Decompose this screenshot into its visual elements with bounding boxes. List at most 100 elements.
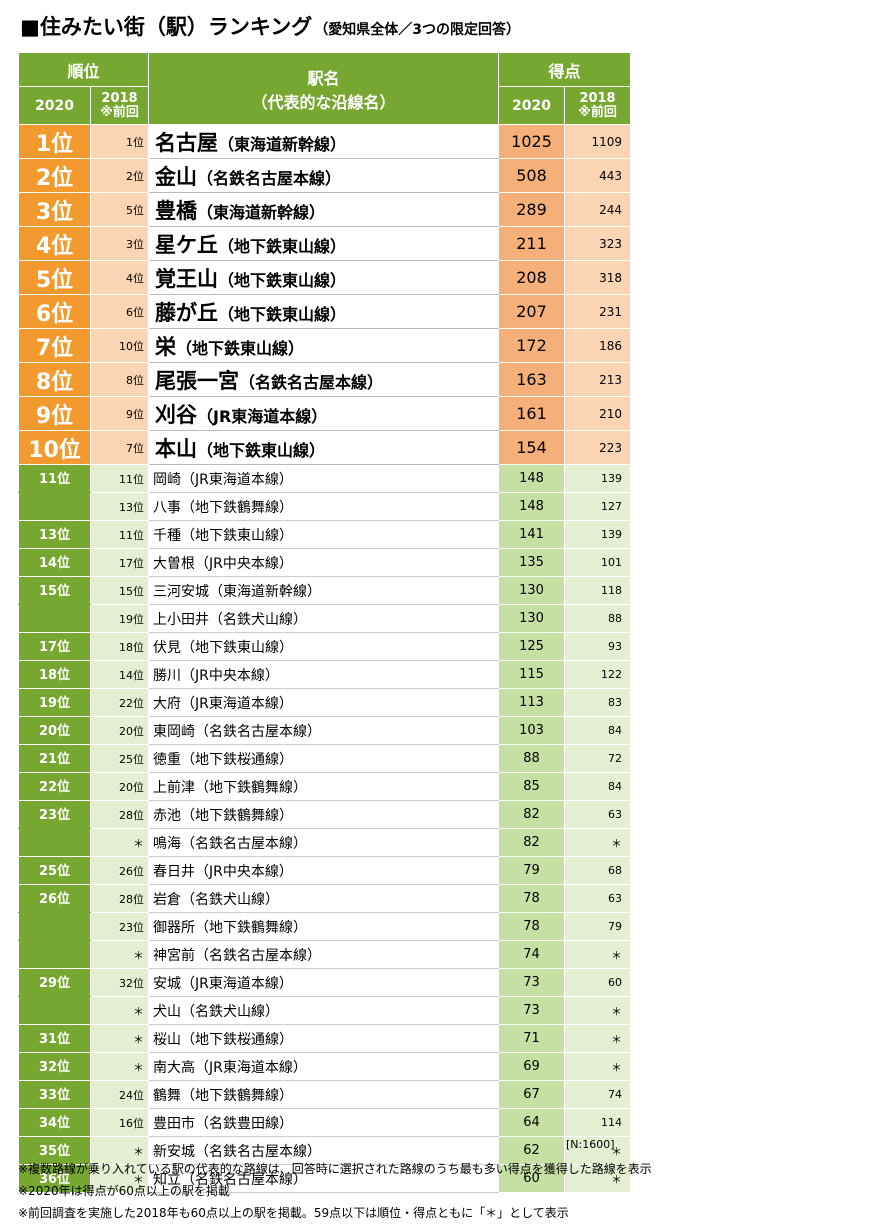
rank-2018: 24位 <box>89 1080 150 1109</box>
table-row: 36位＊知立（名鉄名古屋本線） 60 ＊ <box>18 1164 632 1193</box>
score-2018: 63 <box>564 800 632 829</box>
station-name: 上前津（地下鉄鶴舞線） <box>148 772 500 801</box>
rank-2018: 22位 <box>89 688 150 717</box>
rank-2018: 10位 <box>89 328 150 363</box>
station-name: 豊橋 <box>155 198 198 223</box>
station-name: 安城（JR東海道本線） <box>148 968 500 997</box>
score-2020: 141 <box>498 520 566 549</box>
table-row: 26位 28位 岩倉（名鉄犬山線） 78 63 <box>18 884 632 913</box>
score-2018: 244 <box>564 192 632 227</box>
rank-2020 <box>18 940 91 969</box>
table-row: 34位 16位 豊田市（名鉄豊田線） 64 114 <box>18 1108 632 1137</box>
score-2020: 1025 <box>498 124 566 159</box>
score-2020: 78 <box>498 912 566 941</box>
rank-2020: 22位 <box>18 772 91 801</box>
score-2018: 118 <box>564 576 632 605</box>
score-2020: 135 <box>498 548 566 577</box>
score-2018: 84 <box>564 772 632 801</box>
rank-2020 <box>18 492 91 521</box>
station-cell: 藤が丘（地下鉄東山線） <box>148 294 500 329</box>
rank-2018: 20位 <box>89 772 150 801</box>
score-2018: 93 <box>564 632 632 661</box>
rank-2020: 26位 <box>18 884 91 913</box>
rank-2020: 13位 <box>18 520 91 549</box>
page-title: ■住みたい街（駅）ランキング （愛知県全体／3つの限定回答） <box>20 12 520 42</box>
table-row: 17位 18位 伏見（地下鉄東山線） 125 93 <box>18 632 632 661</box>
rank-2018: ＊ <box>89 828 150 857</box>
rank-2018: ＊ <box>89 940 150 969</box>
score-2018: 213 <box>564 362 632 397</box>
rank-2018: 8位 <box>89 362 150 397</box>
table-row: 14位 17位 大曽根（JR中央本線） 135 101 <box>18 548 632 577</box>
station-name: 伏見（地下鉄東山線） <box>148 632 500 661</box>
table-row: 8位 8位 尾張一宮（名鉄名古屋本線） 163 213 <box>18 362 632 397</box>
score-2020: 154 <box>498 430 566 465</box>
rank-2020: 36位 <box>18 1164 91 1193</box>
table-row: 23位 28位 赤池（地下鉄鶴舞線） 82 63 <box>18 800 632 829</box>
title-sub: （愛知県全体／3つの限定回答） <box>314 22 520 38</box>
rank-2018: 9位 <box>89 396 150 431</box>
table-row: 21位 25位 徳重（地下鉄桜通線） 88 72 <box>18 744 632 773</box>
score-2020: 62 <box>498 1136 566 1165</box>
score-2018: 139 <box>564 520 632 549</box>
rank-2020: 7位 <box>18 328 91 363</box>
score-2018: 83 <box>564 688 632 717</box>
score-2020: 289 <box>498 192 566 227</box>
rank-2018: 26位 <box>89 856 150 885</box>
rank-2020 <box>18 996 91 1025</box>
station-cell: 本山（地下鉄東山線） <box>148 430 500 465</box>
table-row: ＊鳴海（名鉄名古屋本線） 82 ＊ <box>18 828 632 857</box>
rank-2020 <box>18 912 91 941</box>
station-line: （地下鉄東山線） <box>218 304 347 324</box>
score-2020: 67 <box>498 1080 566 1109</box>
rank-2020 <box>18 828 91 857</box>
rank-2020: 35位 <box>18 1136 91 1165</box>
station-line: （東海道新幹線） <box>197 202 326 222</box>
rank-2018: 28位 <box>89 800 150 829</box>
score-2018: 443 <box>564 158 632 193</box>
table-row: 15位 15位 三河安城（東海道新幹線） 130 118 <box>18 576 632 605</box>
station-line: （JR東海道本線） <box>197 406 328 426</box>
rank-2018: 28位 <box>89 884 150 913</box>
rank-2020: 14位 <box>18 548 91 577</box>
station-cell: 覚王山（地下鉄東山線） <box>148 260 500 295</box>
rank-2018: 19位 <box>89 604 150 633</box>
rank-2018: 23位 <box>89 912 150 941</box>
rank-2020: 2位 <box>18 158 91 193</box>
score-2020: 71 <box>498 1024 566 1053</box>
score-2018: 74 <box>564 1080 632 1109</box>
rank-2020: 8位 <box>18 362 91 397</box>
rank-2020: 15位 <box>18 576 91 605</box>
score-2020: 148 <box>498 492 566 521</box>
rank-2018: 17位 <box>89 548 150 577</box>
score-2020: 88 <box>498 744 566 773</box>
rank-2020 <box>18 604 91 633</box>
score-2018: ＊ <box>564 1164 632 1193</box>
rank-2018-year: 2018 <box>101 90 138 106</box>
station-line: （地下鉄東山線） <box>218 236 347 256</box>
station-header: 駅名 （代表的な沿線名） <box>148 52 500 125</box>
score-2020: 74 <box>498 940 566 969</box>
rank-2020: 33位 <box>18 1080 91 1109</box>
footnote: ※複数路線が乗り入れている駅の代表的な路線は、回答時に選択された路線のうち最も多… <box>18 1162 652 1176</box>
table-row: 29位 32位 安城（JR東海道本線） 73 60 <box>18 968 632 997</box>
rank-2018: ＊ <box>89 1024 150 1053</box>
rank-2018: 2位 <box>89 158 150 193</box>
rank-2020: 10位 <box>18 430 91 465</box>
score-2020: 508 <box>498 158 566 193</box>
station-cell: 名古屋（東海道新幹線） <box>148 124 500 159</box>
score-2020: 130 <box>498 604 566 633</box>
score-2018: ＊ <box>564 940 632 969</box>
station-name: 尾張一宮 <box>155 368 240 393</box>
table-row: 4位 3位 星ケ丘（地下鉄東山線） 211 323 <box>18 226 632 261</box>
station-name: 桜山（地下鉄桜通線） <box>148 1024 500 1053</box>
score-header: 得点 <box>498 52 632 87</box>
station-name: 徳重（地下鉄桜通線） <box>148 744 500 773</box>
station-line: （地下鉄東山線） <box>197 440 326 460</box>
station-name: 八事（地下鉄鶴舞線） <box>148 492 500 521</box>
score-2018: 84 <box>564 716 632 745</box>
rank-2018: 11位 <box>89 520 150 549</box>
rank-2018: ＊ <box>89 996 150 1025</box>
rank-2018-header: 2018 ※前回 <box>89 86 150 125</box>
station-cell: 栄（地下鉄東山線） <box>148 328 500 363</box>
